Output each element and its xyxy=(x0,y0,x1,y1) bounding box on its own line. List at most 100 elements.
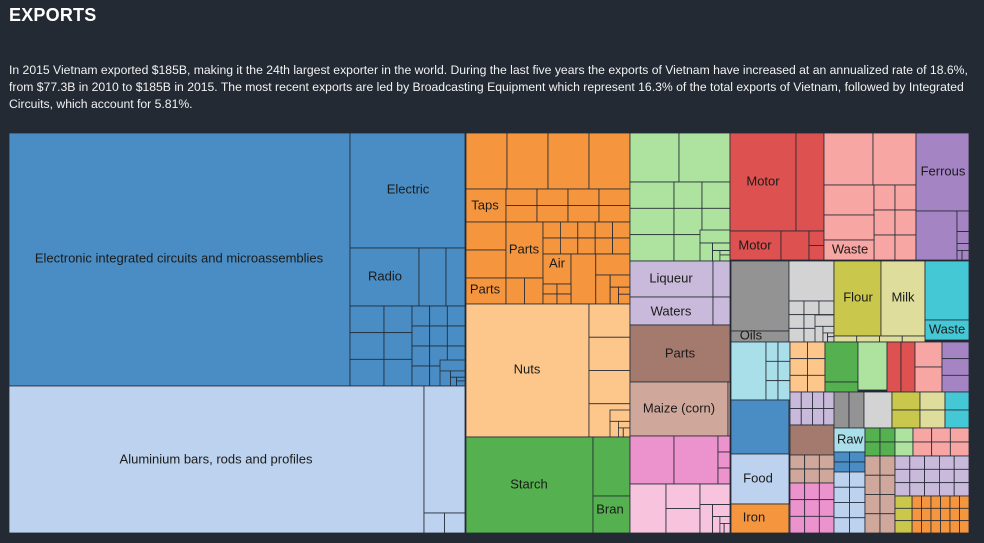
treemap-cell[interactable] xyxy=(823,408,836,426)
treemap-cell[interactable] xyxy=(699,504,714,534)
treemap-cell[interactable] xyxy=(577,221,596,239)
treemap-cell[interactable] xyxy=(789,391,802,409)
treemap-cell[interactable] xyxy=(824,341,859,383)
treemap-cell[interactable] xyxy=(833,451,850,463)
treemap-cell[interactable] xyxy=(556,293,572,305)
cell-waters[interactable] xyxy=(629,296,714,326)
treemap-cell[interactable] xyxy=(931,441,951,457)
treemap-cell[interactable] xyxy=(411,305,431,327)
treemap-cell[interactable] xyxy=(560,237,579,255)
treemap-cell[interactable] xyxy=(894,441,914,457)
treemap-cell[interactable] xyxy=(849,461,866,473)
treemap-cell[interactable] xyxy=(812,391,825,409)
treemap-cell[interactable] xyxy=(789,358,808,376)
treemap-cell[interactable] xyxy=(445,247,466,307)
treemap-cell[interactable] xyxy=(730,260,790,332)
cell-bran[interactable] xyxy=(592,495,631,534)
cell-milk[interactable] xyxy=(880,260,926,337)
cell-waste-cyan[interactable] xyxy=(924,319,970,341)
treemap-cell[interactable] xyxy=(949,520,960,534)
treemap-cell[interactable] xyxy=(542,293,558,305)
treemap-cell[interactable] xyxy=(956,250,963,261)
treemap-cell[interactable] xyxy=(864,494,881,515)
treemap-cell[interactable] xyxy=(807,374,826,393)
treemap-cell[interactable] xyxy=(823,184,875,216)
cell-maize[interactable] xyxy=(629,381,729,437)
treemap-cell[interactable] xyxy=(547,132,590,190)
treemap-cell[interactable] xyxy=(864,441,881,457)
treemap-cell[interactable] xyxy=(956,210,970,232)
cell-food[interactable] xyxy=(730,453,790,505)
treemap-cell[interactable] xyxy=(450,370,466,378)
cell-starch[interactable] xyxy=(465,436,594,534)
treemap-cell[interactable] xyxy=(788,314,805,329)
treemap-cell[interactable] xyxy=(827,336,835,343)
treemap-cell[interactable] xyxy=(595,274,611,305)
treemap-cell[interactable] xyxy=(777,360,791,382)
treemap-cell[interactable] xyxy=(465,249,507,279)
treemap-cell[interactable] xyxy=(719,516,731,524)
treemap-cell[interactable] xyxy=(730,399,790,455)
treemap-cell[interactable] xyxy=(719,254,731,262)
treemap-cell[interactable] xyxy=(894,507,913,522)
treemap-cell[interactable] xyxy=(940,520,951,534)
treemap-cell[interactable] xyxy=(939,482,955,497)
treemap-cell[interactable] xyxy=(788,327,805,343)
treemap-cell[interactable] xyxy=(701,181,731,209)
treemap-cell[interactable] xyxy=(789,468,806,484)
treemap-cell[interactable] xyxy=(939,455,955,470)
treemap-cell[interactable] xyxy=(456,376,466,382)
treemap-cell[interactable] xyxy=(712,504,731,517)
treemap-cell[interactable] xyxy=(849,486,866,503)
treemap-cell[interactable] xyxy=(818,482,835,501)
treemap-cell[interactable] xyxy=(953,482,970,497)
cell-integrated-circuits[interactable] xyxy=(8,132,351,387)
treemap-cell[interactable] xyxy=(712,242,731,251)
treemap-cell[interactable] xyxy=(765,341,779,362)
treemap-cell[interactable] xyxy=(609,274,631,288)
treemap-cell[interactable] xyxy=(848,391,865,429)
treemap-cell[interactable] xyxy=(594,237,614,255)
treemap-cell[interactable] xyxy=(879,427,896,443)
treemap-cell[interactable] xyxy=(612,221,631,239)
treemap-cell[interactable] xyxy=(818,300,835,316)
treemap-cell[interactable] xyxy=(959,495,970,509)
treemap-cell[interactable] xyxy=(618,427,624,438)
treemap-cell[interactable] xyxy=(944,409,970,429)
treemap-cell[interactable] xyxy=(618,286,631,295)
treemap-cell[interactable] xyxy=(789,408,802,426)
treemap-cell[interactable] xyxy=(788,260,835,302)
treemap-cell[interactable] xyxy=(857,341,888,391)
treemap-cell[interactable] xyxy=(678,132,731,183)
treemap-cell[interactable] xyxy=(891,391,921,411)
treemap-cell[interactable] xyxy=(961,250,970,261)
treemap-cell[interactable] xyxy=(789,424,835,456)
treemap-cell[interactable] xyxy=(588,303,631,338)
treemap-cell[interactable] xyxy=(956,231,970,244)
treemap-cell[interactable] xyxy=(879,474,896,495)
treemap-cell[interactable] xyxy=(953,468,970,484)
treemap-cell[interactable] xyxy=(719,523,725,534)
treemap-cell[interactable] xyxy=(886,341,902,393)
treemap-cell[interactable] xyxy=(570,253,597,305)
treemap-cell[interactable] xyxy=(542,283,558,295)
cell-motor-1[interactable] xyxy=(729,132,797,232)
treemap-cell[interactable] xyxy=(919,391,946,411)
treemap-cell[interactable] xyxy=(901,335,926,343)
treemap-cell[interactable] xyxy=(959,520,970,534)
treemap-cell[interactable] xyxy=(914,366,943,393)
treemap-cell[interactable] xyxy=(717,467,731,485)
cell-parts-brown[interactable] xyxy=(629,324,731,383)
treemap-cell[interactable] xyxy=(894,482,911,497)
treemap-cell[interactable] xyxy=(717,435,731,453)
treemap-cell[interactable] xyxy=(542,237,561,255)
treemap-cell[interactable] xyxy=(807,341,826,360)
treemap-cell[interactable] xyxy=(592,436,631,497)
treemap-cell[interactable] xyxy=(919,409,946,429)
treemap-cell[interactable] xyxy=(911,495,922,509)
treemap-cell[interactable] xyxy=(911,507,922,522)
cell-parts-orange-1[interactable] xyxy=(505,221,544,279)
treemap-cell[interactable] xyxy=(856,335,880,343)
treemap-cell[interactable] xyxy=(727,381,731,437)
treemap-cell[interactable] xyxy=(618,293,631,305)
